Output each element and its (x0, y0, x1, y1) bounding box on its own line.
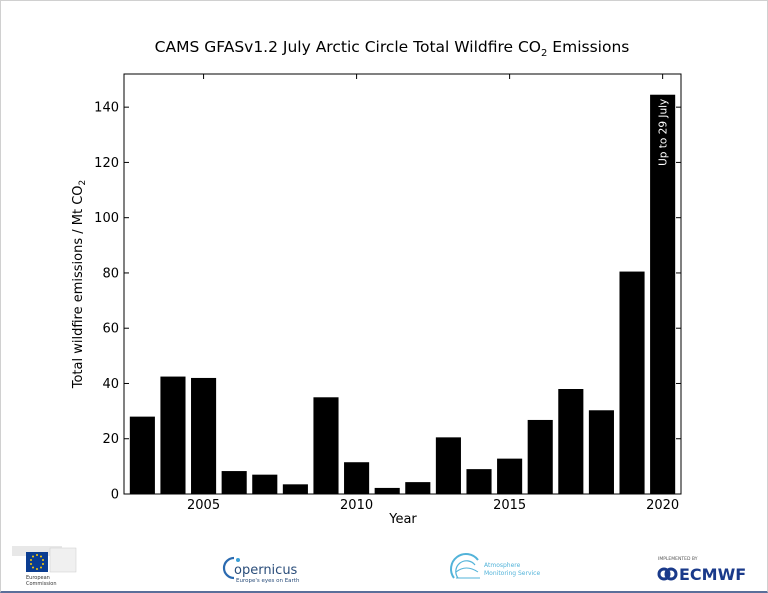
ecmwf-logo: IMPLEMENTED BY ECMWF (657, 556, 746, 584)
bar-2006 (221, 471, 247, 494)
y-tick-label: 120 (94, 156, 119, 171)
svg-text:opernicus: opernicus (234, 563, 298, 578)
svg-text:Europe's eyes on Earth: Europe's eyes on Earth (236, 578, 300, 584)
bar-chart: CAMS GFASv1.2 July Arctic Circle Total W… (71, 38, 682, 527)
bar-2010 (344, 462, 370, 494)
y-axis-label: Total wildfire emissions / Mt CO2 (71, 180, 88, 390)
bar-2008 (282, 484, 308, 494)
bar-2020 (650, 94, 676, 494)
european-commission-logo: European Commission (12, 546, 77, 587)
y-tick-label: 0 (111, 488, 119, 503)
svg-text:European: European (26, 575, 50, 581)
bar-2005 (191, 377, 217, 494)
bar-2016 (527, 419, 553, 494)
x-tick-label: 2010 (340, 498, 373, 513)
x-tick-label: 2020 (646, 498, 679, 513)
bar-annotation: Up to 29 July (658, 99, 670, 166)
copernicus-logo: opernicus Europe's eyes on Earth (222, 556, 300, 584)
bar-2007 (252, 474, 278, 494)
bar-2003 (129, 416, 155, 494)
plot-area-frame (123, 73, 682, 495)
bar-2014 (466, 469, 492, 494)
svg-text:Commission: Commission (26, 581, 57, 587)
y-tick-label: 80 (102, 266, 119, 281)
chart-title: CAMS GFASv1.2 July Arctic Circle Total W… (155, 38, 630, 59)
x-tick-label: 2015 (493, 498, 526, 513)
y-tick-label: 140 (94, 101, 119, 116)
bar-2012 (405, 482, 431, 494)
bar-2013 (435, 437, 461, 494)
svg-text:IMPLEMENTED BY: IMPLEMENTED BY (658, 556, 698, 562)
svg-text:Atmosphere: Atmosphere (484, 562, 521, 569)
bar-2015 (497, 458, 523, 494)
bar-2009 (313, 397, 339, 494)
bar-2004 (160, 376, 186, 494)
bar-2011 (374, 487, 400, 494)
y-tick-label: 100 (94, 211, 119, 226)
bar-2017 (558, 389, 584, 494)
bar-2019 (619, 271, 645, 494)
x-axis-label: Year (388, 512, 417, 527)
y-tick-label: 20 (102, 432, 119, 447)
svg-text:Monitoring Service: Monitoring Service (484, 570, 540, 577)
x-tick-label: 2005 (187, 498, 220, 513)
y-tick-label: 60 (102, 322, 119, 337)
svg-text:ECMWF: ECMWF (679, 565, 746, 584)
atmosphere-monitoring-service-logo: Atmosphere Monitoring Service (450, 553, 540, 579)
bar-2018 (588, 410, 614, 494)
y-tick-label: 40 (102, 377, 119, 392)
